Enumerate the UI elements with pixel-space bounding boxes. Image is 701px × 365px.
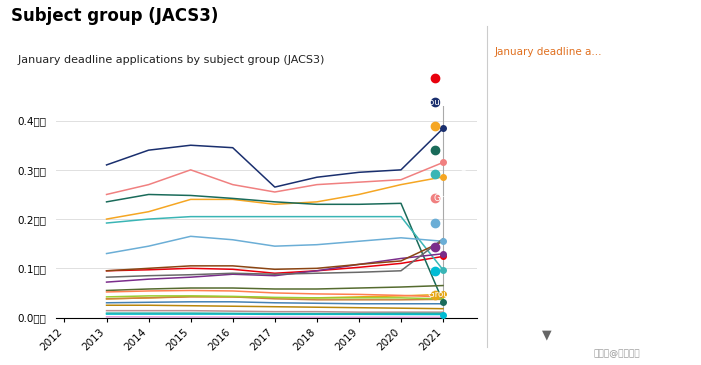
Text: 6,160: 6,160 [586, 266, 614, 275]
Text: Group B Subjects allied to Medicine: Group B Subjects allied to Medicine [419, 97, 573, 107]
Text: 124,160: 124,160 [586, 73, 627, 82]
Text: Group F Physical Sciences: Group F Physical Sciences [460, 170, 573, 179]
Text: Group K Architecture,Build & Plan: Group K Architecture,Build & Plan [428, 290, 573, 299]
Text: Subject group (JACS3): Subject group (JACS3) [11, 7, 218, 25]
Text: 2021: 2021 [440, 56, 477, 69]
Text: Group A Medicine & Dentistry: Group A Medicine & Dentistry [444, 73, 573, 82]
Text: January deadline applications by subject group (JACS3): January deadline applications by subject… [11, 55, 324, 65]
Text: 46,980: 46,980 [586, 290, 621, 299]
Text: Group H Engineering: Group H Engineering [482, 218, 573, 227]
Text: Group D Vet Sci,Ag & related: Group D Vet Sci,Ag & related [448, 146, 573, 155]
Text: January deadline a...: January deadline a... [494, 47, 601, 57]
Text: 384,050: 384,050 [586, 97, 627, 107]
Text: 96,860: 96,860 [586, 170, 620, 179]
Text: 31,950: 31,950 [586, 146, 620, 155]
Text: 285,690: 285,690 [586, 122, 627, 131]
Text: 48,090: 48,090 [586, 194, 620, 203]
Text: Group J Technologies: Group J Technologies [483, 266, 573, 275]
Text: 154,970: 154,970 [586, 218, 627, 227]
Text: 129,610: 129,610 [586, 242, 627, 251]
Text: Group I Computer Sciences: Group I Computer Sciences [454, 242, 573, 251]
Text: ▼: ▼ [542, 328, 552, 341]
Text: Group C Biological Sciences: Group C Biological Sciences [452, 122, 573, 131]
Text: Group G Mathematical Sciences: Group G Mathematical Sciences [435, 194, 573, 203]
Text: 搜狐号@誉海国际: 搜狐号@誉海国际 [594, 349, 640, 358]
